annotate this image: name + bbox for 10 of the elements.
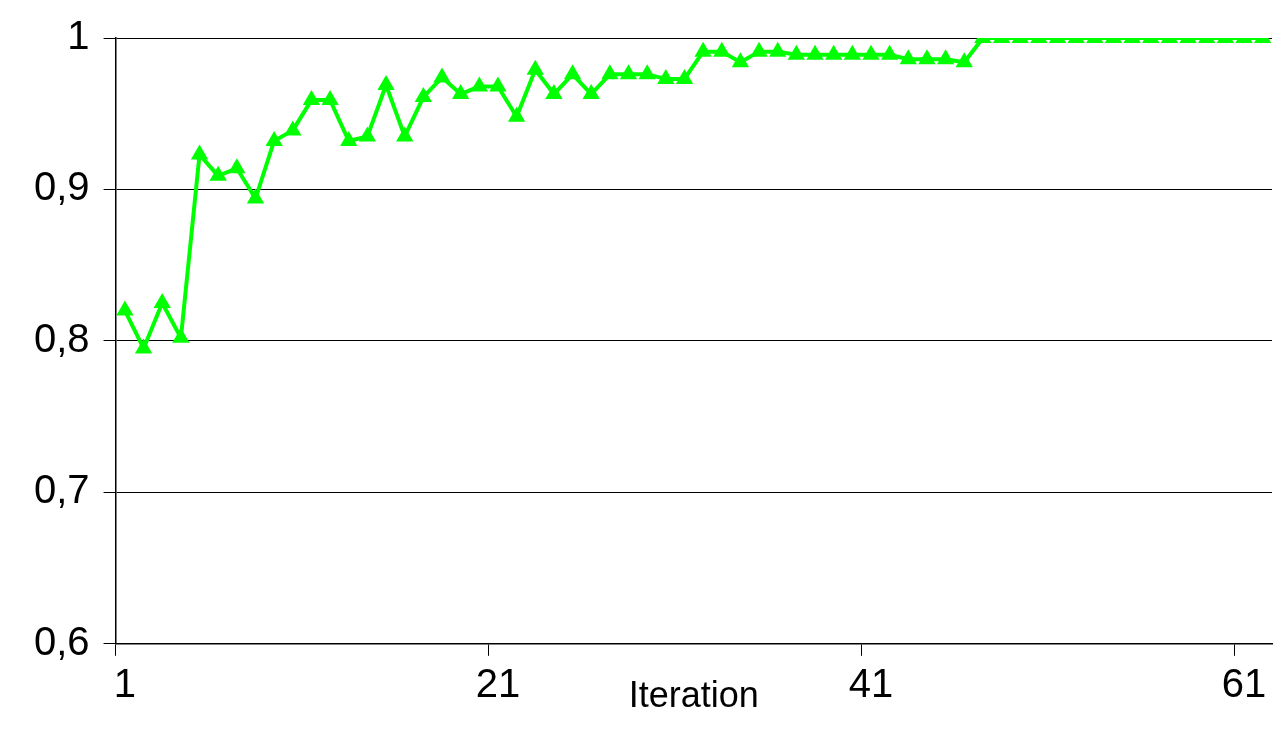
y-tick-label: 0,8 [34,315,90,360]
y-tick-label: 0,6 [34,618,90,663]
x-tick-label: 61 [1221,660,1267,705]
x-tick-label: 41 [848,660,894,705]
y-tick-label: 0,9 [34,164,90,209]
x-tick-label: 21 [475,660,521,705]
x-axis-title: Iteration [628,674,759,716]
y-tick-label: 1 [67,13,90,58]
y-tick-label: 0,7 [34,467,90,512]
x-tick-label: 1 [113,660,137,705]
